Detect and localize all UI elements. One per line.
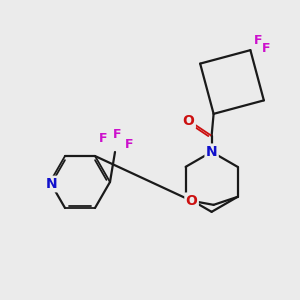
Text: O: O xyxy=(183,114,195,128)
Text: F: F xyxy=(113,128,121,140)
Text: N: N xyxy=(206,145,218,159)
Text: F: F xyxy=(125,137,133,151)
Text: N: N xyxy=(46,177,58,191)
Text: F: F xyxy=(254,34,262,47)
Text: F: F xyxy=(99,131,107,145)
Text: F: F xyxy=(262,42,271,55)
Text: O: O xyxy=(186,194,197,208)
